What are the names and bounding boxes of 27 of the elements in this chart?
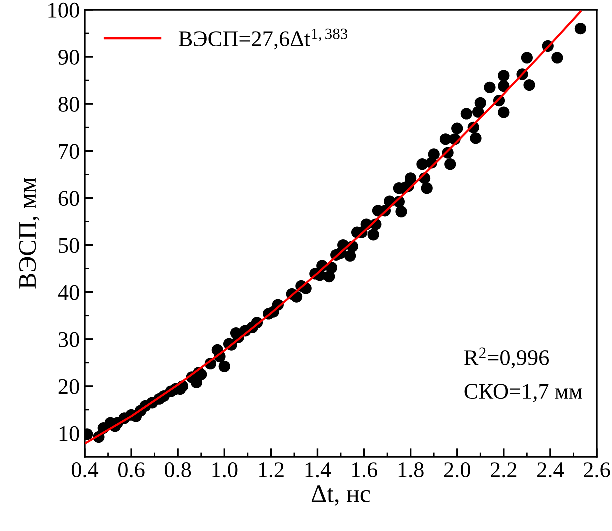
x-tick-label: 0.4 (72, 462, 99, 478)
y-tick-label: 20 (58, 379, 80, 394)
legend-label: ВЭСП=27,6Δt$^{1,383}$ (178, 28, 348, 50)
annotation: R$^{2}$=0,996 (464, 348, 550, 369)
y-tick-label: 100 (48, 2, 80, 18)
y-tick-label: 10 (60, 426, 80, 442)
x-tick-label: 1.6 (352, 462, 378, 478)
annotation: СКО=1,7 мм (464, 384, 582, 402)
x-tick-label: 1.8 (398, 462, 424, 478)
y-tick-label: 50 (59, 238, 80, 254)
y-tick-label: 80 (58, 97, 80, 112)
y-tick-label: 60 (58, 191, 80, 206)
x-tick-label: 1.2 (259, 462, 284, 478)
x-axis-title: Δt, нс (312, 486, 370, 506)
x-tick-label: 1.4 (306, 462, 332, 478)
y-tick-label: 90 (58, 50, 80, 65)
x-tick-label: 2.6 (584, 462, 610, 478)
y-axis-title: ВЭСП, мм (19, 178, 40, 289)
x-tick-label: 0.6 (118, 462, 145, 478)
y-tick-label: 70 (59, 144, 80, 160)
y-tick-label: 40 (58, 285, 80, 300)
x-tick-label: 2.0 (444, 462, 470, 478)
y-tick-label: 30 (58, 332, 80, 348)
x-tick-label: 2.2 (490, 462, 517, 478)
x-tick-label: 2.4 (538, 462, 564, 478)
x-tick-label: 0.8 (165, 462, 192, 478)
x-tick-label: 1.0 (212, 462, 238, 478)
